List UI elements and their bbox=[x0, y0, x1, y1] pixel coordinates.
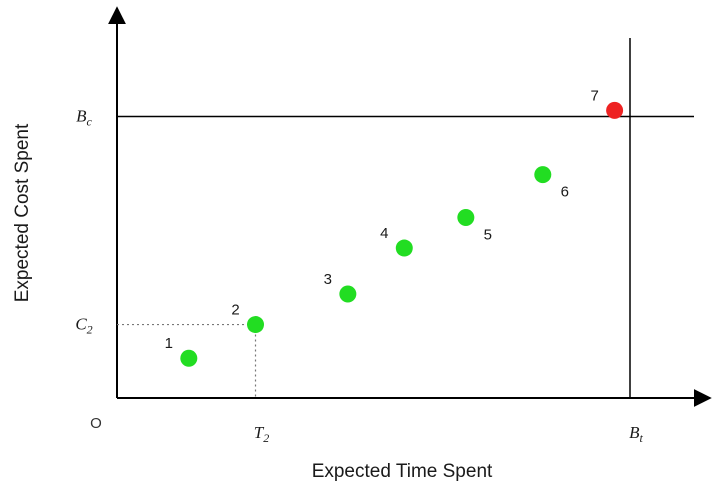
point-label-6: 6 bbox=[561, 184, 569, 201]
point-label-5: 5 bbox=[484, 226, 492, 243]
data-point-7 bbox=[606, 101, 624, 119]
data-point-6 bbox=[534, 166, 552, 184]
reference-lines: Bt T2 Bc C2 bbox=[75, 38, 694, 445]
data-point-4 bbox=[395, 239, 413, 257]
y-axis-label: Expected Cost Spent bbox=[12, 123, 33, 302]
data-point-2 bbox=[247, 316, 265, 334]
data-point-1 bbox=[180, 349, 198, 367]
data-point-3 bbox=[339, 285, 357, 303]
data-point-5 bbox=[457, 208, 475, 226]
data-points: 1 2 3 4 5 6 7 bbox=[165, 87, 624, 367]
ref-label-x-bt: Bt bbox=[629, 423, 643, 445]
point-label-7: 7 bbox=[590, 87, 598, 104]
point-label-3: 3 bbox=[324, 271, 332, 288]
ref-label-x-t2: T2 bbox=[254, 423, 269, 445]
ref-label-y-bc: Bc bbox=[76, 106, 92, 128]
ref-label-y-c2: C2 bbox=[75, 315, 92, 337]
x-axis-label: Expected Time Spent bbox=[312, 461, 493, 482]
origin-label: O bbox=[90, 415, 102, 432]
point-label-2: 2 bbox=[231, 302, 239, 319]
point-label-4: 4 bbox=[380, 225, 388, 242]
point-label-1: 1 bbox=[165, 335, 173, 352]
